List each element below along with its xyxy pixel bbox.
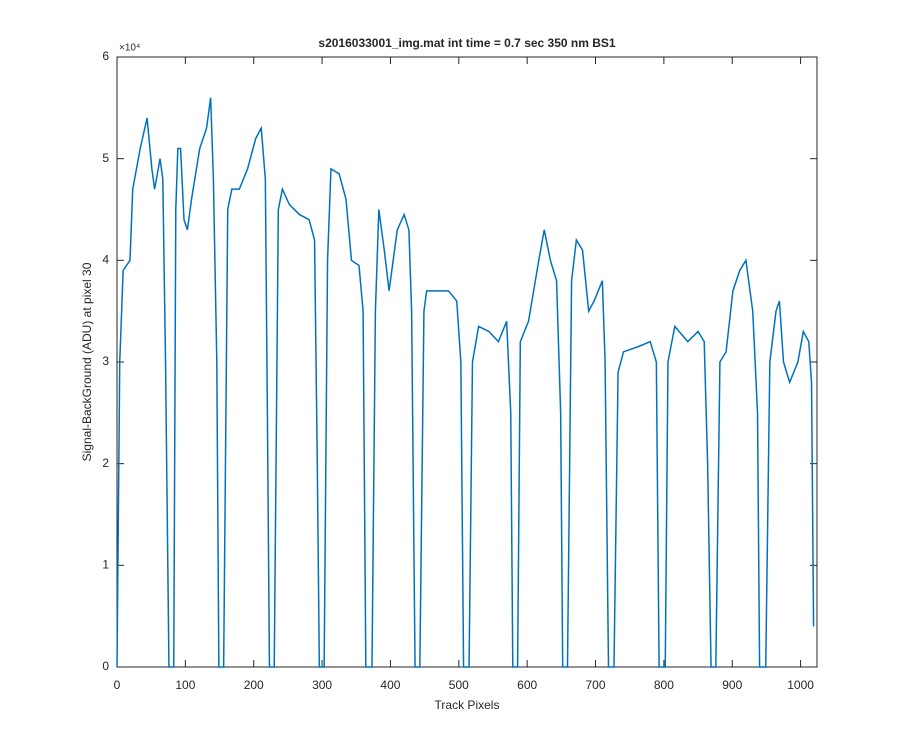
y-tick-label: 0 [102,659,109,673]
x-tick-label: 700 [586,678,606,692]
x-tick-label: 100 [175,678,195,692]
x-tick-label: 200 [244,678,264,692]
y-tick-label: 6 [102,49,109,63]
y-exponent: ×10⁴ [119,43,140,54]
x-tick-label: 900 [722,678,742,692]
x-tick-label: 300 [312,678,332,692]
x-tick-label: 1000 [787,678,814,692]
x-axis-label: Track Pixels [435,698,500,712]
y-tick-label: 2 [102,456,109,470]
data-line [116,97,815,668]
y-tick-label: 3 [102,354,109,368]
y-tick-label: 5 [102,151,109,165]
x-tick-label: 400 [380,678,400,692]
x-tick-label: 500 [449,678,469,692]
x-tick-label: 0 [114,678,121,692]
x-tick-label: 800 [654,678,674,692]
y-axis-label: Signal-BackGround (ADU) at pixel 30 [80,262,94,461]
y-tick-label: 4 [102,253,109,267]
x-tick-label: 600 [517,678,537,692]
plot-box [116,56,818,668]
y-tick-label: 1 [102,558,109,572]
chart-title: s2016033001_img.mat int time = 0.7 sec 3… [318,36,616,50]
